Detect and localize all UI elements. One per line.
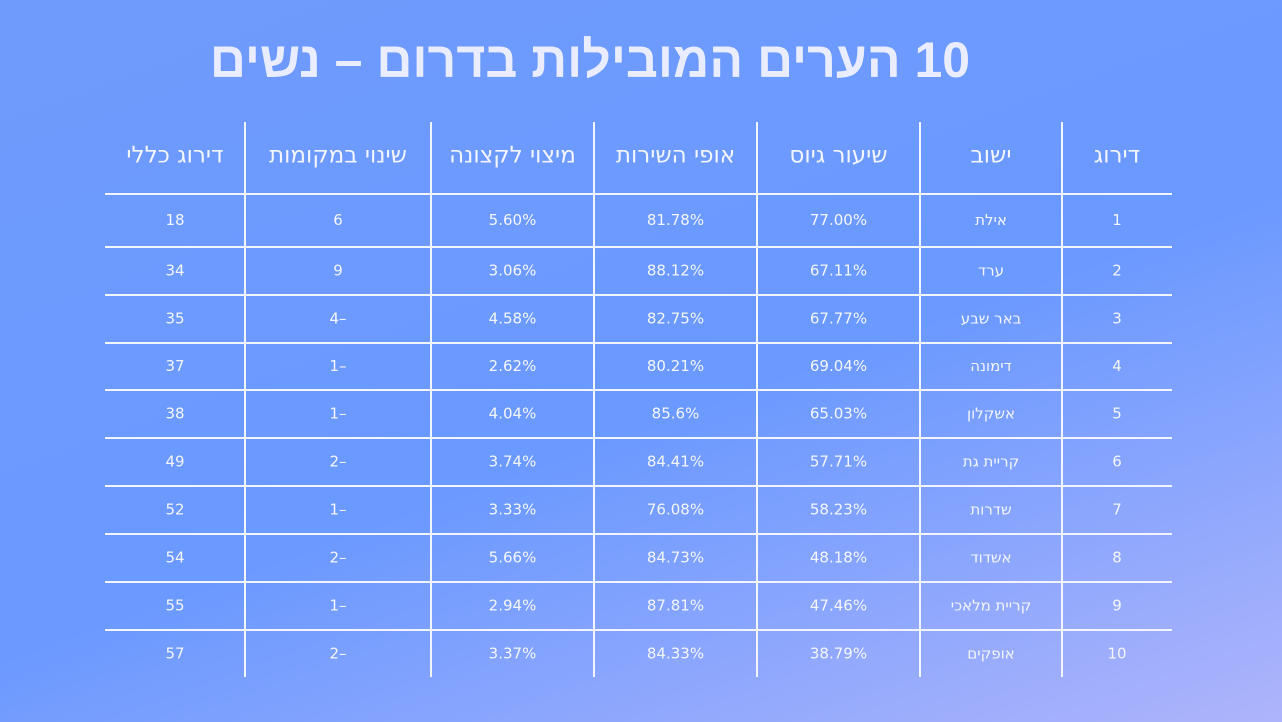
table-cell: 10 bbox=[1107, 645, 1126, 663]
table-cell: אילת bbox=[975, 211, 1007, 229]
table-cell: 2.94% bbox=[489, 597, 537, 615]
table-cell: 54 bbox=[165, 549, 184, 567]
table-cell: 38.79% bbox=[810, 645, 867, 663]
table-cell: 3.33% bbox=[489, 501, 537, 519]
table-cell: 7 bbox=[1112, 501, 1122, 519]
table-cell: 1 bbox=[1112, 211, 1122, 229]
header-cell: ישוב bbox=[970, 143, 1011, 169]
header-cell: שינוי במקומות bbox=[269, 143, 407, 169]
table-cell: 5.66% bbox=[489, 549, 537, 567]
table-cell: 69.04% bbox=[810, 357, 867, 375]
table-cell: 80.21% bbox=[647, 357, 704, 375]
table-cell: אשדוד bbox=[970, 549, 1011, 567]
table-cell: –1 bbox=[329, 357, 346, 375]
table-cell: 67.11% bbox=[810, 262, 867, 280]
table-cell: 3.74% bbox=[489, 453, 537, 471]
table-cell: 4 bbox=[1112, 357, 1122, 375]
table-cell: 84.33% bbox=[647, 645, 704, 663]
table-cell: 55 bbox=[165, 597, 184, 615]
table-cell: 2.62% bbox=[489, 357, 537, 375]
table-cell: 5.60% bbox=[489, 211, 537, 229]
table-cell: 82.75% bbox=[647, 310, 704, 328]
table-cell: –1 bbox=[329, 597, 346, 615]
header-cell: שיעור גיוס bbox=[789, 143, 887, 169]
table-cell: –1 bbox=[329, 501, 346, 519]
table-cell: 18 bbox=[165, 211, 184, 229]
table-cell: 6 bbox=[1112, 453, 1122, 471]
table-cell: 65.03% bbox=[810, 405, 867, 423]
table-cell: 47.46% bbox=[810, 597, 867, 615]
table-cell: 3.06% bbox=[489, 262, 537, 280]
table-cell: 38 bbox=[165, 405, 184, 423]
table-cell: 3.37% bbox=[489, 645, 537, 663]
table-cell: 57.71% bbox=[810, 453, 867, 471]
table-cell: 57 bbox=[165, 645, 184, 663]
table-cell: –4 bbox=[329, 310, 346, 328]
table-cell: 48.18% bbox=[810, 549, 867, 567]
title: 10 הערים המובילות בדרום – נשים bbox=[210, 32, 970, 88]
table-cell: קריית גת bbox=[963, 453, 1019, 471]
table-cell: 76.08% bbox=[647, 501, 704, 519]
table-cell: ערד bbox=[978, 262, 1004, 280]
table-cell: 49 bbox=[165, 453, 184, 471]
table-cell: 87.81% bbox=[647, 597, 704, 615]
header-cell: אופי השירות bbox=[616, 143, 735, 169]
table-cell: 85.6% bbox=[652, 405, 700, 423]
table-cell: 37 bbox=[165, 357, 184, 375]
table-cell: –2 bbox=[329, 549, 346, 567]
table-cell: 52 bbox=[165, 501, 184, 519]
table-cell: 2 bbox=[1112, 262, 1122, 280]
table-cell: 77.00% bbox=[810, 211, 867, 229]
table-cell: 6 bbox=[333, 211, 343, 229]
header-cell: דירוג כללי bbox=[126, 143, 223, 169]
table-cell: 5 bbox=[1112, 405, 1122, 423]
table-cell: 9 bbox=[333, 262, 343, 280]
table-cell: 58.23% bbox=[810, 501, 867, 519]
table-cell: שדרות bbox=[970, 501, 1011, 519]
table-cell: דימונה bbox=[970, 357, 1012, 375]
table-cell: 35 bbox=[165, 310, 184, 328]
table-cell: 81.78% bbox=[647, 211, 704, 229]
header-cell: מיצוי לקצונה bbox=[449, 143, 576, 169]
table-cell: אשקלון bbox=[967, 405, 1015, 423]
table-cell: 3 bbox=[1112, 310, 1122, 328]
table-cell: 4.04% bbox=[489, 405, 537, 423]
table-cell: 84.73% bbox=[647, 549, 704, 567]
table-cell: 9 bbox=[1112, 597, 1122, 615]
table-cell: קריית מלאכי bbox=[951, 597, 1031, 615]
table-cell: 4.58% bbox=[489, 310, 537, 328]
table-cell: 88.12% bbox=[647, 262, 704, 280]
table-cell: –1 bbox=[329, 405, 346, 423]
header-cell: דירוג bbox=[1094, 143, 1140, 169]
table-cell: 8 bbox=[1112, 549, 1122, 567]
table-cell: 84.41% bbox=[647, 453, 704, 471]
table-cell: –2 bbox=[329, 645, 346, 663]
table-cell: 67.77% bbox=[810, 310, 867, 328]
table-cell: 34 bbox=[165, 262, 184, 280]
table-cell: באר שבע bbox=[961, 310, 1022, 328]
table-cell: –2 bbox=[329, 453, 346, 471]
table-cell: אופקים bbox=[967, 645, 1014, 663]
